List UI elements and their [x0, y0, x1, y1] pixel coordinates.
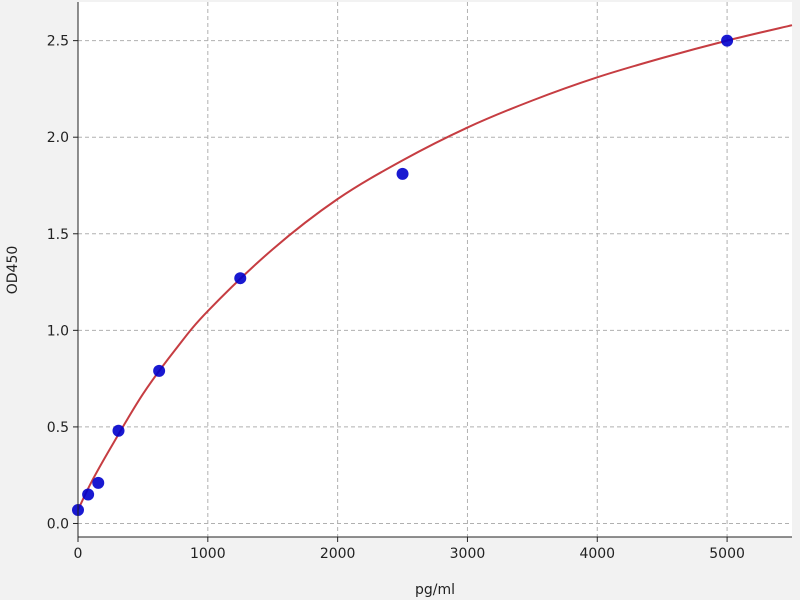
fit-curve-group [77, 24, 793, 511]
x-tick-label: 1000 [190, 546, 226, 562]
data-point [82, 488, 95, 501]
y-tick-label: 1.5 [47, 227, 69, 243]
x-tick-label: 3000 [450, 546, 486, 562]
x-axis-label: pg/ml [415, 582, 455, 598]
y-axis: 0.0 0.5 1.0 1.5 2.0 2.5 [47, 34, 78, 532]
data-point [92, 476, 105, 489]
x-tick-label: 0 [74, 546, 83, 562]
y-tick-label: 2.5 [47, 34, 69, 50]
grid [77, 2, 792, 537]
data-point [396, 167, 409, 180]
y-tick-label: 0.5 [47, 420, 69, 436]
fit-curve [77, 24, 793, 511]
y-tick-label: 2.0 [47, 130, 69, 146]
plot-area [78, 2, 792, 537]
data-point [721, 34, 734, 47]
x-tick-label: 4000 [579, 546, 615, 562]
x-axis: 0 1000 2000 3000 4000 5000 [74, 537, 745, 562]
y-tick-label: 1.0 [47, 323, 69, 339]
data-point [153, 364, 166, 377]
x-tick-label: 2000 [320, 546, 356, 562]
data-point [112, 424, 125, 437]
data-point [234, 272, 247, 285]
x-tick-label: 5000 [709, 546, 745, 562]
y-axis-label: OD450 [5, 246, 21, 295]
data-points [72, 34, 734, 516]
y-tick-label: 0.0 [47, 516, 69, 532]
